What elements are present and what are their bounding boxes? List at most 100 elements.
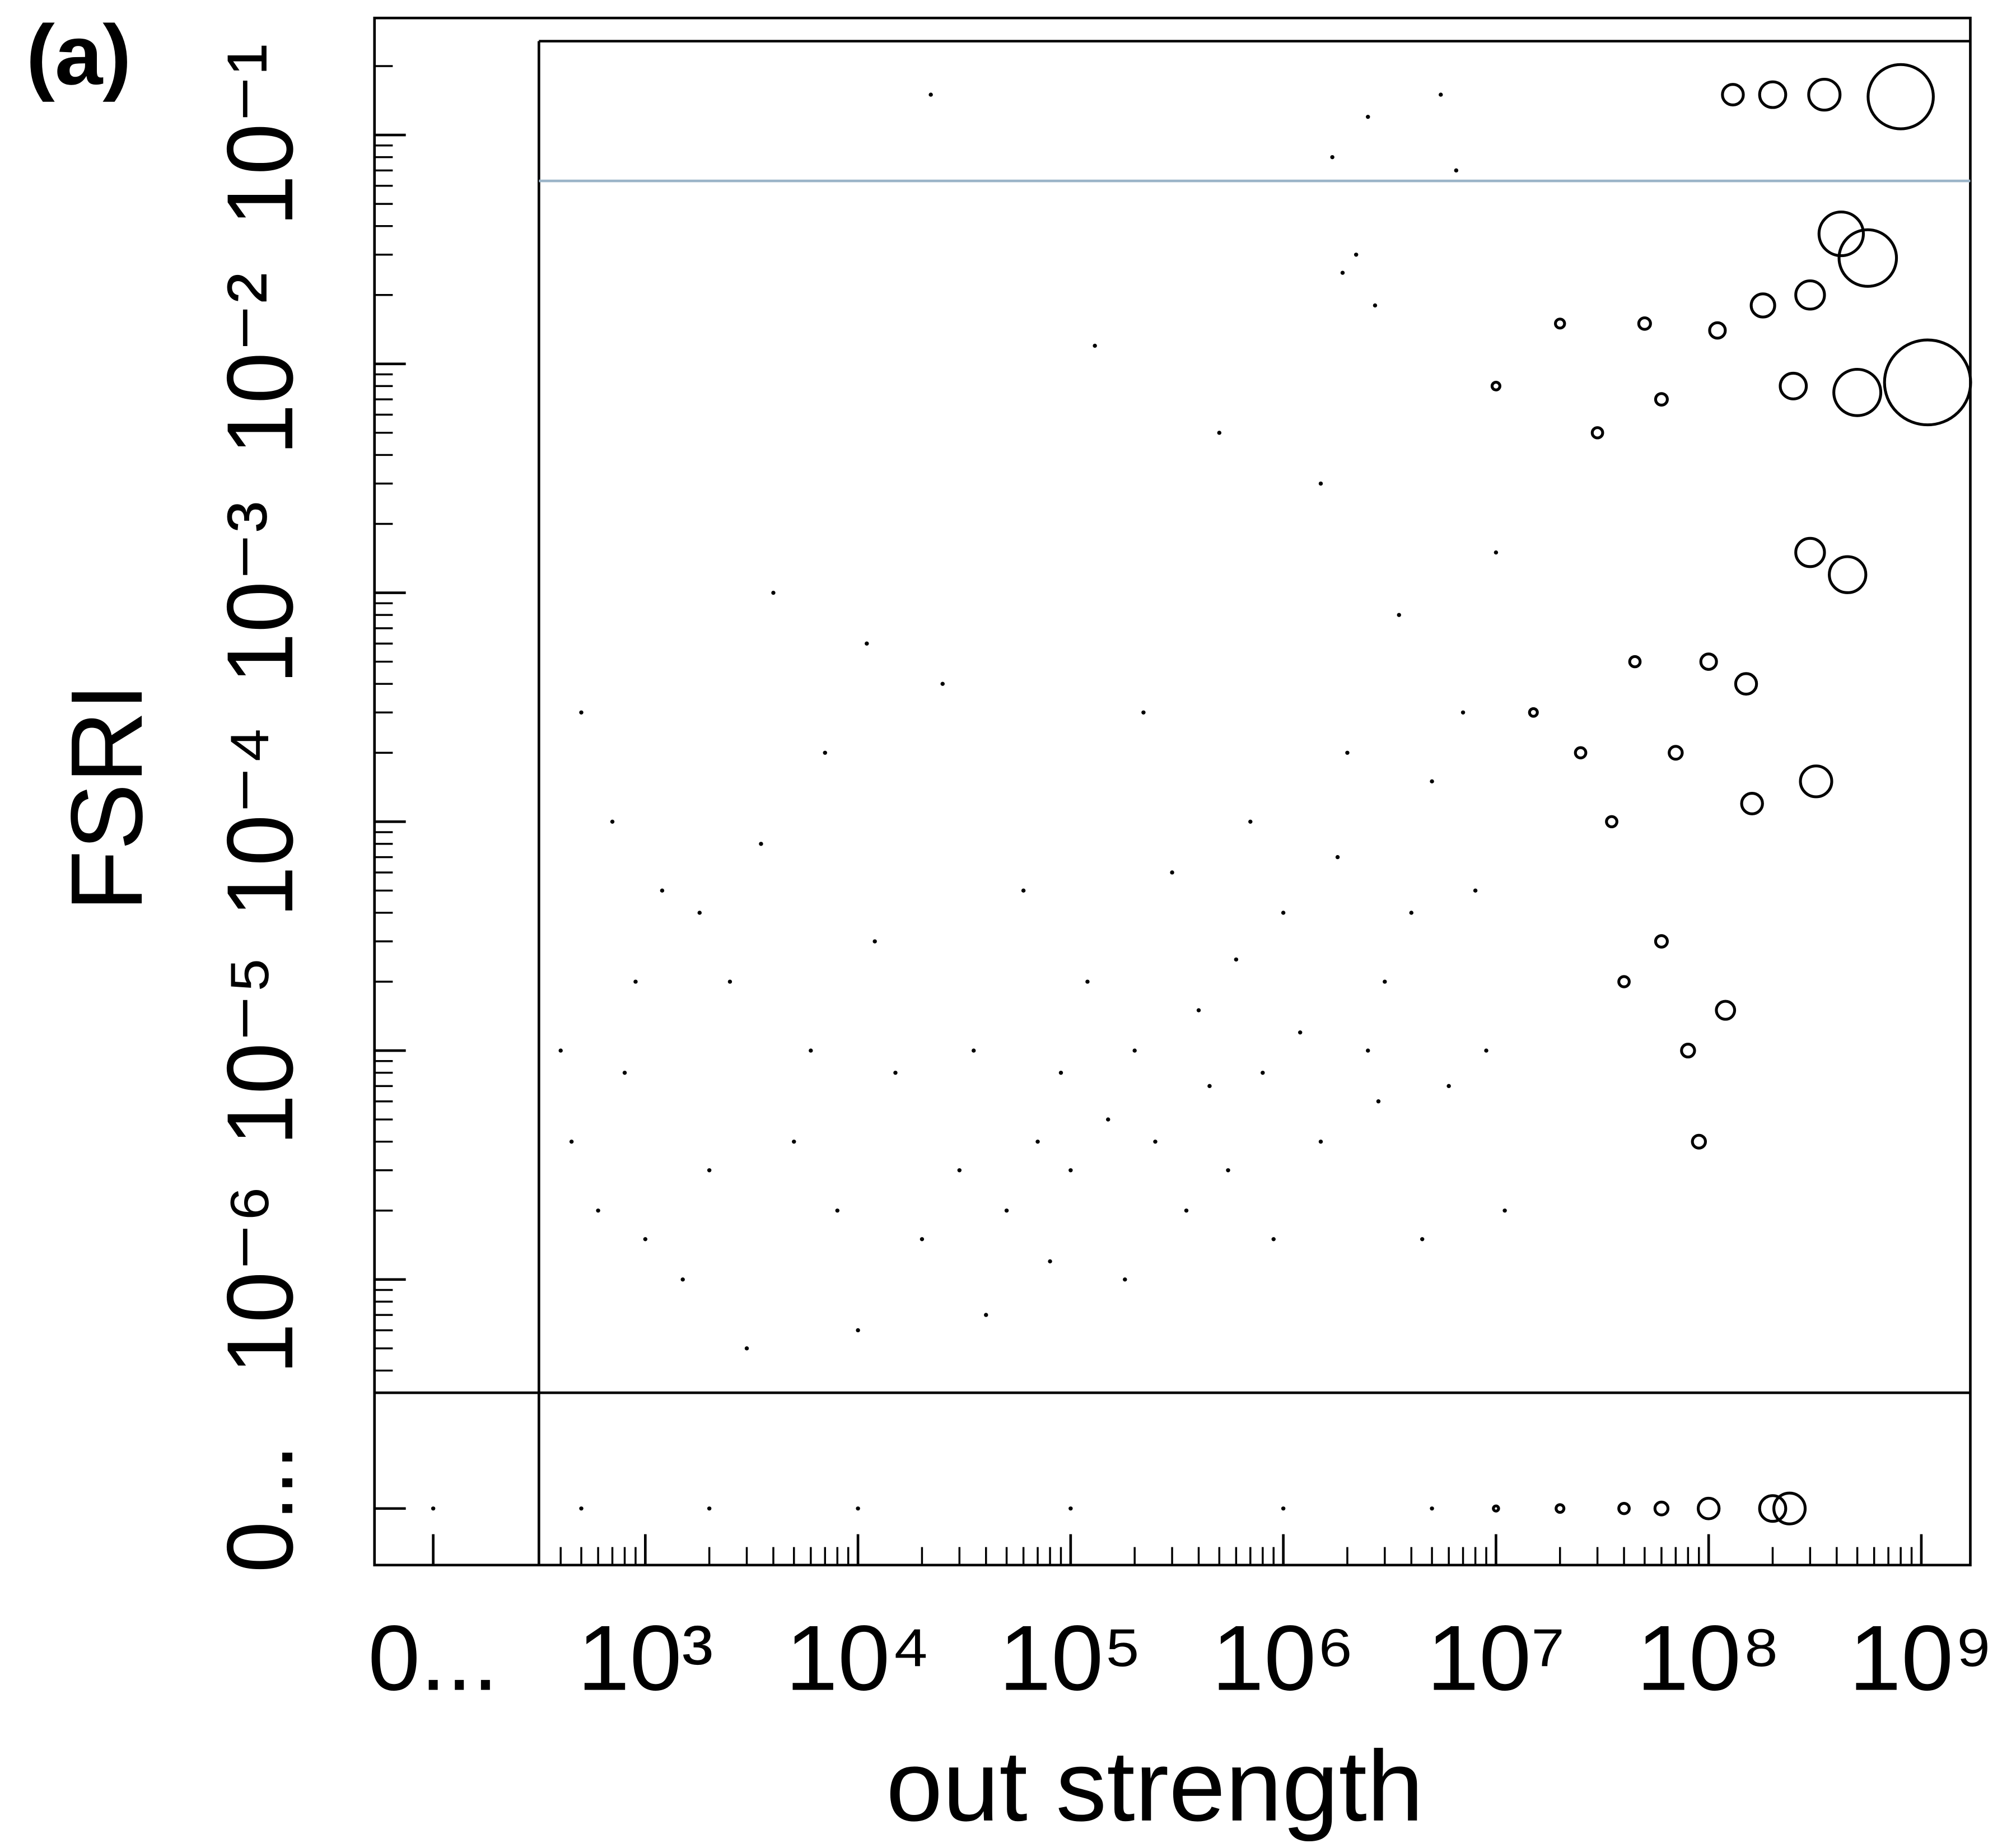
dot xyxy=(680,1277,685,1282)
dot xyxy=(1004,1208,1009,1213)
dot xyxy=(622,1070,627,1075)
bubble xyxy=(1668,745,1684,761)
dot xyxy=(1068,1168,1073,1173)
dot xyxy=(835,1208,840,1213)
y-axis-label: FSRI xyxy=(50,683,164,912)
x-tick-label: 10⁵ xyxy=(999,1607,1142,1710)
dot xyxy=(809,1048,813,1053)
dot xyxy=(1234,957,1239,962)
bubble xyxy=(1555,1503,1566,1514)
dot xyxy=(1021,888,1026,893)
dot xyxy=(1376,1099,1381,1104)
bubble xyxy=(1866,63,1935,130)
dot xyxy=(893,1070,898,1075)
dot xyxy=(1281,1506,1286,1511)
dot xyxy=(579,1506,584,1511)
dot xyxy=(1473,888,1478,893)
bubble xyxy=(1691,1133,1707,1150)
dot xyxy=(1248,819,1253,824)
dot xyxy=(1170,870,1174,875)
bubble xyxy=(1628,655,1642,669)
dot xyxy=(569,1140,574,1144)
bubble xyxy=(1696,1496,1721,1520)
dot xyxy=(1345,750,1350,755)
dot xyxy=(610,819,615,824)
dot xyxy=(1261,1070,1265,1075)
bubble xyxy=(1492,1504,1500,1513)
x-tick-label: 10⁶ xyxy=(1212,1607,1355,1710)
dot xyxy=(707,1168,712,1173)
dot xyxy=(957,1168,962,1173)
dot xyxy=(1373,303,1378,308)
x-tick-label: 0... xyxy=(368,1607,498,1710)
dot xyxy=(431,1506,436,1511)
dot xyxy=(1207,1084,1212,1089)
bubble xyxy=(1528,707,1539,718)
dot xyxy=(1430,779,1434,783)
dot xyxy=(1397,613,1401,617)
x-tick-label: 10³ xyxy=(577,1607,713,1710)
bubble xyxy=(1799,764,1833,799)
dot xyxy=(1502,1208,1507,1213)
bubble xyxy=(1715,1000,1737,1021)
dot xyxy=(940,682,945,686)
bubble xyxy=(1654,934,1669,949)
dot xyxy=(1383,979,1387,984)
bubble xyxy=(1708,321,1727,340)
dot xyxy=(1484,1048,1488,1053)
y-tick-label: 10⁻⁴ xyxy=(208,726,312,917)
bubble xyxy=(1749,292,1776,319)
bubble xyxy=(1605,815,1618,829)
y-tick-label: 0... xyxy=(208,1444,312,1573)
bubble xyxy=(1699,652,1718,671)
dot xyxy=(872,939,877,944)
dot xyxy=(1123,1277,1127,1282)
dot xyxy=(792,1140,796,1144)
dot xyxy=(1409,911,1414,915)
dot xyxy=(727,979,732,984)
dot xyxy=(984,1313,988,1317)
dot xyxy=(697,911,702,915)
dot xyxy=(856,1328,860,1333)
bubble xyxy=(1653,1500,1670,1516)
dot xyxy=(920,1237,925,1242)
dot xyxy=(1335,855,1340,860)
bubble xyxy=(1490,380,1501,391)
dot xyxy=(928,92,933,97)
dot xyxy=(1141,710,1146,715)
dot xyxy=(1366,115,1370,119)
bubble xyxy=(1837,228,1898,288)
y-tick-label: 10⁻³ xyxy=(208,501,312,684)
bubble xyxy=(1807,77,1842,112)
dot xyxy=(633,979,638,984)
bubble xyxy=(1794,279,1826,311)
bubble xyxy=(1590,426,1604,440)
x-tick-label: 10⁴ xyxy=(786,1607,931,1710)
y-tick-label: 10⁻² xyxy=(208,273,312,455)
dot xyxy=(1058,1070,1063,1075)
dot xyxy=(1106,1117,1110,1122)
bubble xyxy=(1654,392,1669,407)
bubble xyxy=(1574,746,1588,759)
bubble xyxy=(1772,1491,1807,1525)
dot xyxy=(1132,1048,1137,1053)
bubble xyxy=(1617,1502,1631,1515)
bubble xyxy=(1637,316,1652,331)
dot xyxy=(759,842,763,846)
dot xyxy=(579,710,584,715)
y-tick-label: 10⁻¹ xyxy=(208,44,312,226)
bubble xyxy=(1734,672,1758,696)
dot xyxy=(1430,1506,1434,1511)
dot xyxy=(1420,1237,1425,1242)
x-tick-label: 10⁸ xyxy=(1636,1607,1780,1710)
dot xyxy=(1454,168,1459,173)
x-tick-label: 10⁹ xyxy=(1849,1607,1994,1710)
bubble xyxy=(1758,80,1788,109)
dot xyxy=(1318,481,1323,486)
dot xyxy=(1226,1168,1230,1173)
panel-label: (a) xyxy=(26,8,132,102)
dot xyxy=(1085,979,1090,984)
dot xyxy=(1068,1506,1073,1511)
dot xyxy=(1318,1140,1323,1144)
